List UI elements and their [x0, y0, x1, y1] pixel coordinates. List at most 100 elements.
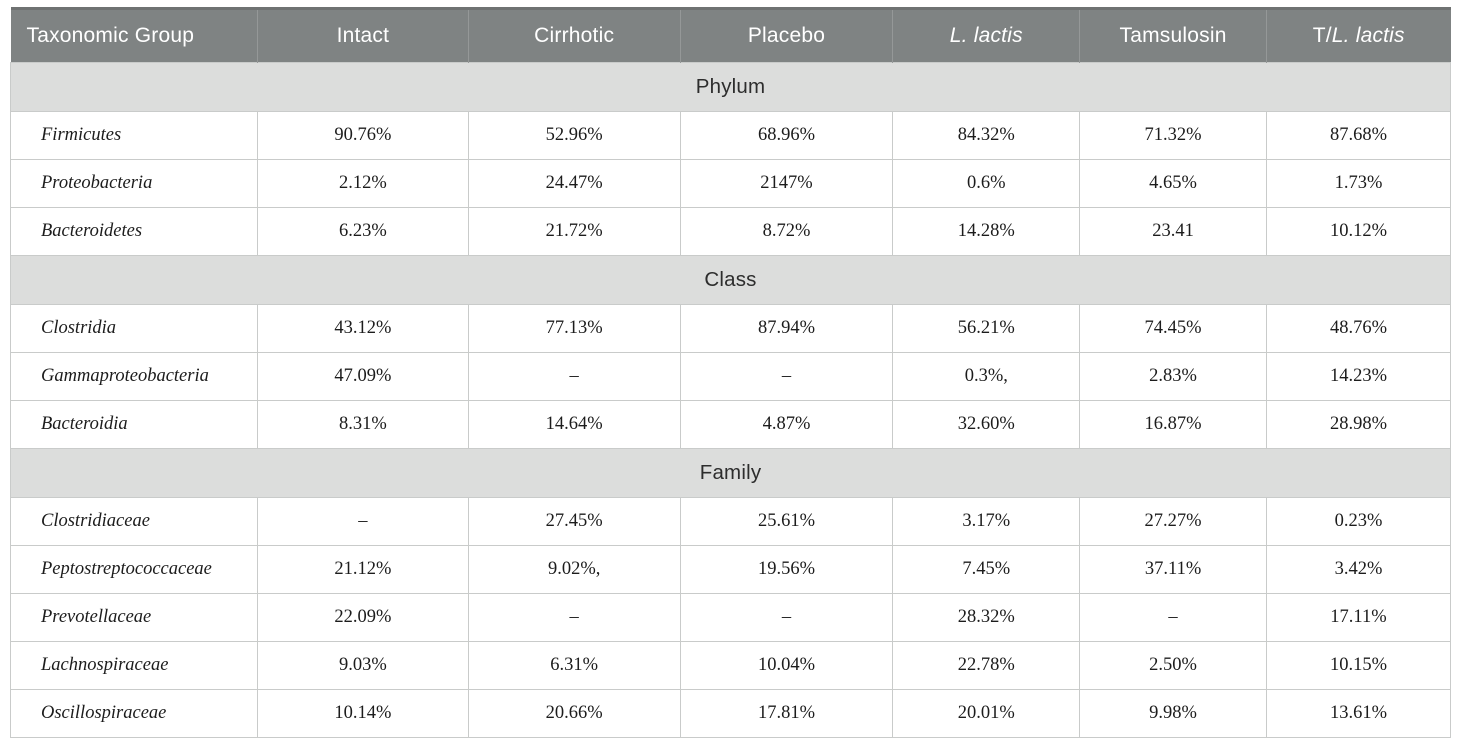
table-row: Proteobacteria 2.12% 24.47% 2147% 0.6% 4.65% 1… — [10, 159, 1452, 208]
col-header-placebo: Placebo — [679, 7, 893, 63]
taxon-name-cell: Bacteroidia — [10, 400, 258, 449]
value-cell: 74.45% — [1079, 304, 1267, 353]
value-cell: 24.47% — [467, 159, 681, 208]
value-cell: 14.28% — [892, 207, 1081, 256]
taxon-name-cell: Firmicutes — [10, 111, 258, 160]
value-cell: 56.21% — [892, 304, 1081, 353]
table-row: Bacteroidetes 6.23% 21.72% 8.72% 14.28% 23.41… — [10, 207, 1452, 256]
taxon-name-cell: Prevotellaceae — [10, 593, 258, 642]
value-cell: 10.12% — [1265, 207, 1452, 256]
value-cell: 14.23% — [1265, 352, 1452, 401]
value-cell: 32.60% — [892, 400, 1081, 449]
value-cell: – — [679, 593, 894, 642]
value-cell: 25.61% — [679, 497, 894, 546]
value-cell: 8.31% — [256, 400, 469, 449]
value-cell: 22.78% — [892, 641, 1081, 690]
table-row: Lachnospiraceae 9.03% 6.31% 10.04% 22.78% 2.5… — [10, 641, 1452, 690]
table-row: Peptostreptococcaceae 21.12% 9.02%, 19.56% 7… — [10, 545, 1452, 594]
section-header-row-phylum: Phylum — [10, 62, 1451, 112]
value-cell: 27.27% — [1079, 497, 1267, 546]
value-cell: 17.81% — [679, 689, 894, 738]
value-cell: 37.11% — [1079, 545, 1267, 594]
value-cell: 9.03% — [256, 641, 469, 690]
section-header-row-family: Family — [10, 448, 1451, 498]
value-cell: 17.11% — [1265, 593, 1452, 642]
value-cell: 14.64% — [467, 400, 681, 449]
value-cell: 28.98% — [1265, 400, 1452, 449]
table-header-row: Taxonomic Group Intact Cirrhotic Placebo L. … — [10, 7, 1451, 63]
value-cell: 16.87% — [1079, 400, 1267, 449]
value-cell: 28.32% — [892, 593, 1081, 642]
value-cell: 1.73% — [1265, 159, 1452, 208]
value-cell: 21.12% — [256, 545, 469, 594]
value-cell: – — [1079, 593, 1267, 642]
section-title: Family — [10, 448, 1451, 498]
taxon-name-cell: Oscillospiraceae — [10, 689, 258, 738]
value-cell: 48.76% — [1265, 304, 1452, 353]
value-cell: 20.01% — [892, 689, 1081, 738]
value-cell: 87.68% — [1265, 111, 1452, 160]
value-cell: 27.45% — [467, 497, 681, 546]
value-cell: 7.45% — [892, 545, 1081, 594]
value-cell: 0.3%, — [892, 352, 1081, 401]
taxon-name-cell: Clostridiaceae — [10, 497, 258, 546]
value-cell: – — [256, 497, 469, 546]
value-cell: 23.41 — [1079, 207, 1267, 256]
value-cell: – — [679, 352, 894, 401]
value-cell: 2.83% — [1079, 352, 1267, 401]
table-row: Bacteroidia 8.31% 14.64% 4.87% 32.60% 16.87% 2… — [10, 400, 1452, 449]
col-header-cirrhotic: Cirrhotic — [467, 7, 681, 63]
value-cell: 9.98% — [1079, 689, 1267, 738]
col-header-intact: Intact — [256, 7, 469, 63]
value-cell: 6.31% — [467, 641, 681, 690]
table-row: Clostridia 43.12% 77.13% 87.94% 56.21% 74.45%… — [10, 304, 1452, 353]
table-row: Oscillospiraceae 10.14% 20.66% 17.81% 20.01%… — [10, 689, 1452, 738]
taxon-name-cell: Lachnospiraceae — [10, 641, 258, 690]
table-row: Firmicutes 90.76% 52.96% 68.96% 84.32% 71.32%… — [10, 111, 1452, 160]
value-cell: 10.14% — [256, 689, 469, 738]
taxon-name-cell: Clostridia — [10, 304, 258, 353]
section-header-row-class: Class — [10, 255, 1451, 305]
value-cell: 2147% — [679, 159, 894, 208]
value-cell: 20.66% — [467, 689, 681, 738]
value-cell: 87.94% — [679, 304, 894, 353]
col-header-tamsulosin: Tamsulosin — [1079, 7, 1267, 63]
value-cell: – — [467, 352, 681, 401]
value-cell: 10.04% — [679, 641, 894, 690]
value-cell: 10.15% — [1265, 641, 1452, 690]
value-cell: 4.87% — [679, 400, 894, 449]
taxon-name-cell: Bacteroidetes — [10, 207, 258, 256]
value-cell: 0.23% — [1265, 497, 1452, 546]
value-cell: 2.12% — [256, 159, 469, 208]
value-cell: 8.72% — [679, 207, 894, 256]
value-cell: 3.42% — [1265, 545, 1452, 594]
value-cell: 6.23% — [256, 207, 469, 256]
section-title: Class — [10, 255, 1451, 305]
taxon-name-cell: Proteobacteria — [10, 159, 258, 208]
taxonomy-abundance-table: Taxonomic Group Intact Cirrhotic Placebo L. … — [10, 7, 1452, 738]
taxon-name-cell: Gammaproteobacteria — [10, 352, 258, 401]
value-cell: – — [467, 593, 681, 642]
table-row: Gammaproteobacteria 47.09% – –0.3%, 2.83% 14.… — [10, 352, 1452, 401]
value-cell: 9.02%, — [467, 545, 681, 594]
value-cell: 68.96% — [679, 111, 894, 160]
col-header-l-lactis: L. lactis — [892, 7, 1080, 63]
table-row: Prevotellaceae 22.09% – –28.32% –17.11% — [10, 593, 1452, 642]
value-cell: 47.09% — [256, 352, 469, 401]
col-header-t-l-lactis: T/L. lactis — [1265, 7, 1451, 63]
value-cell: 90.76% — [256, 111, 469, 160]
value-cell: 77.13% — [467, 304, 681, 353]
value-cell: 3.17% — [892, 497, 1081, 546]
section-title: Phylum — [10, 62, 1451, 112]
value-cell: 43.12% — [256, 304, 469, 353]
value-cell: 22.09% — [256, 593, 469, 642]
value-cell: 52.96% — [467, 111, 681, 160]
value-cell: 13.61% — [1265, 689, 1452, 738]
value-cell: 19.56% — [679, 545, 894, 594]
col-header-taxonomic-group: Taxonomic Group — [10, 7, 258, 63]
value-cell: 0.6% — [892, 159, 1081, 208]
value-cell: 84.32% — [892, 111, 1081, 160]
taxon-name-cell: Peptostreptococcaceae — [10, 545, 258, 594]
value-cell: 4.65% — [1079, 159, 1267, 208]
